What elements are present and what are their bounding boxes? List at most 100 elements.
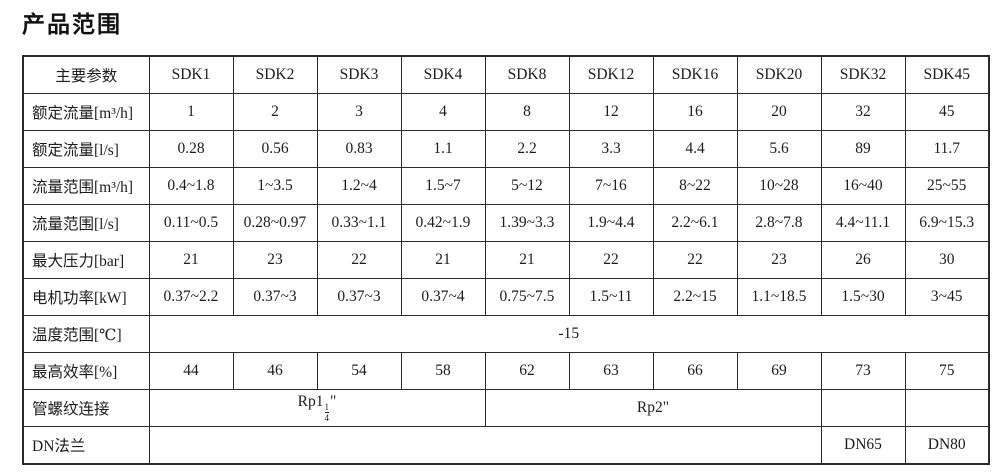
data-cell: 1.39~3.3: [484, 204, 570, 242]
data-cell: 69: [736, 352, 822, 390]
data-cell: 0.28~0.97: [232, 204, 318, 242]
data-cell: 5.6: [736, 130, 822, 168]
row-label: 温度范围[℃]: [22, 315, 150, 353]
data-cell: 0.37~3: [316, 278, 402, 316]
data-cell: 0.4~1.8: [148, 167, 234, 205]
fraction-denominator: 4: [324, 412, 329, 423]
header-row: 主要参数 SDK1 SDK2 SDK3 SDK4 SDK8 SDK12 SDK16 SDK20 S…: [22, 55, 990, 94]
table-row: 流量范围[m³/h] 0.4~1.8 1~3.5 1.2~4 1.5~7 5~12 7~16…: [22, 167, 990, 205]
data-cell: 1.5~30: [820, 278, 906, 316]
data-cell: 2: [232, 93, 318, 131]
row-label: DN法兰: [22, 426, 150, 465]
data-cell: 23: [736, 241, 822, 279]
data-cell: 2.2~15: [652, 278, 738, 316]
data-cell: 1.1: [400, 130, 486, 168]
data-cell: 6.9~15.3: [904, 204, 990, 242]
data-cell: 1.5~11: [568, 278, 654, 316]
data-cell: 21: [484, 241, 570, 279]
data-cell: 11.7: [904, 130, 990, 168]
column-header-sdk16: SDK16: [652, 55, 738, 94]
data-cell: 20: [736, 93, 822, 131]
data-cell: DN65: [820, 426, 906, 465]
column-header-sdk45: SDK45: [904, 55, 990, 94]
data-cell: 8: [484, 93, 570, 131]
data-cell: 0.37~4: [400, 278, 486, 316]
data-cell: 0.56: [232, 130, 318, 168]
page-title: 产品范围: [22, 11, 122, 37]
data-cell: 73: [820, 352, 906, 390]
inch-mark: ": [330, 392, 337, 410]
table-row: 额定流量[l/s] 0.28 0.56 0.83 1.1 2.2 3.3 4.4 5.6 89 11…: [22, 130, 990, 168]
data-cell: 32: [820, 93, 906, 131]
data-cell: 1.2~4: [316, 167, 402, 205]
data-cell: 21: [400, 241, 486, 279]
data-cell: 23: [232, 241, 318, 279]
row-label: 最大压力[bar]: [22, 241, 150, 279]
column-header-sdk12: SDK12: [568, 55, 654, 94]
table-body: 主要参数 SDK1 SDK2 SDK3 SDK4 SDK8 SDK12 SDK16 SDK20 S…: [22, 55, 990, 465]
table-row: 管螺纹连接 Rp1 1 4 " Rp2": [22, 389, 990, 427]
column-header-sdk32: SDK32: [820, 55, 906, 94]
row-label: 管螺纹连接: [22, 389, 150, 427]
data-cell: 16~40: [820, 167, 906, 205]
data-cell: 21: [148, 241, 234, 279]
data-cell: 75: [904, 352, 990, 390]
data-cell: 4.4~11.1: [820, 204, 906, 242]
product-range-table: 主要参数 SDK1 SDK2 SDK3 SDK4 SDK8 SDK12 SDK16 SDK20 S…: [22, 55, 990, 465]
data-cell: 22: [568, 241, 654, 279]
column-header-sdk8: SDK8: [484, 55, 570, 94]
table-row: 最大压力[bar] 21 23 22 21 21 22 22 23 26 30: [22, 241, 990, 279]
data-cell: 1~3.5: [232, 167, 318, 205]
data-cell: 0.83: [316, 130, 402, 168]
data-cell: 66: [652, 352, 738, 390]
table-row: DN法兰 DN65 DN80: [22, 426, 990, 465]
data-cell: [820, 389, 906, 427]
merged-data-cell: -15: [148, 315, 990, 353]
data-cell: 3.3: [568, 130, 654, 168]
row-label: 电机功率[kW]: [22, 278, 150, 316]
table-row: 电机功率[kW] 0.37~2.2 0.37~3 0.37~3 0.37~4 0.75~7…: [22, 278, 990, 316]
data-cell: 4: [400, 93, 486, 131]
data-cell: 63: [568, 352, 654, 390]
table-row: 流量范围[l/s] 0.11~0.5 0.28~0.97 0.33~1.1 0.42~1…: [22, 204, 990, 242]
data-cell: 0.11~0.5: [148, 204, 234, 242]
data-cell: 4.4: [652, 130, 738, 168]
data-cell: 26: [820, 241, 906, 279]
row-label: 流量范围[m³/h]: [22, 167, 150, 205]
thread-size-prefix: Rp1: [297, 392, 324, 410]
data-cell: 22: [652, 241, 738, 279]
data-cell: 30: [904, 241, 990, 279]
merged-data-cell: Rp1 1 4 ": [148, 389, 486, 427]
data-cell: 0.33~1.1: [316, 204, 402, 242]
data-cell: 3~45: [904, 278, 990, 316]
merged-data-cell: [148, 426, 822, 465]
table-row: 额定流量[m³/h] 1 2 3 4 8 12 16 20 32 45: [22, 93, 990, 131]
data-cell: 25~55: [904, 167, 990, 205]
data-cell: 46: [232, 352, 318, 390]
data-cell: 0.37~3: [232, 278, 318, 316]
data-cell: 0.75~7.5: [484, 278, 570, 316]
column-header-sdk2: SDK2: [232, 55, 318, 94]
data-cell: 54: [316, 352, 402, 390]
row-label: 流量范围[l/s]: [22, 204, 150, 242]
data-cell: 62: [484, 352, 570, 390]
data-cell: 10~28: [736, 167, 822, 205]
data-cell: 89: [820, 130, 906, 168]
data-cell: 44: [148, 352, 234, 390]
header-main-params: 主要参数: [22, 55, 150, 94]
data-cell: 5~12: [484, 167, 570, 205]
row-label: 额定流量[l/s]: [22, 130, 150, 168]
data-cell: 2.2: [484, 130, 570, 168]
data-cell: 1.5~7: [400, 167, 486, 205]
row-label: 最高效率[%]: [22, 352, 150, 390]
data-cell: [904, 389, 990, 427]
data-cell: 0.42~1.9: [400, 204, 486, 242]
data-cell: 1.1~18.5: [736, 278, 822, 316]
data-cell: 0.28: [148, 130, 234, 168]
fraction-numerator: 1: [324, 401, 330, 412]
data-cell: 58: [400, 352, 486, 390]
data-cell: DN80: [904, 426, 990, 465]
data-cell: 45: [904, 93, 990, 131]
table-row: 最高效率[%] 44 46 54 58 62 63 66 69 73 75: [22, 352, 990, 390]
